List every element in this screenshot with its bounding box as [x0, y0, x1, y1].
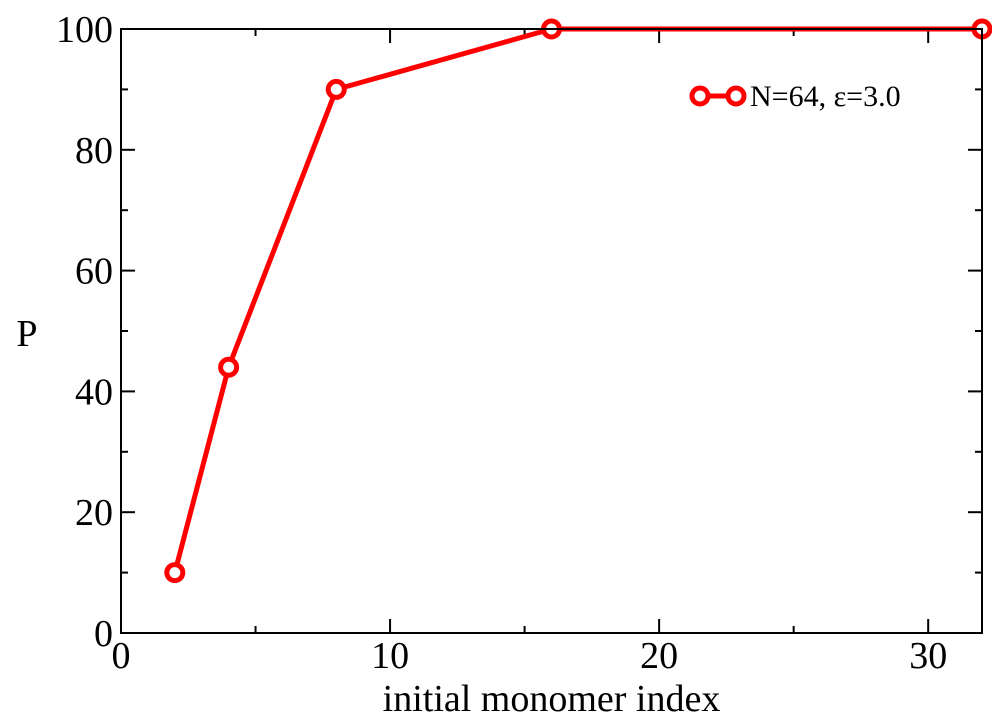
x-tick-label: 0 — [112, 635, 131, 677]
legend: N=64, ε=3.0 — [689, 80, 901, 113]
legend-marker — [725, 85, 747, 107]
tick-labels: 0 10 20 30 0 20 40 60 80 100 — [56, 9, 947, 677]
y-axis-label: P — [16, 313, 37, 355]
axis-ticks — [120, 28, 982, 634]
x-tick-label: 30 — [909, 635, 947, 677]
y-tick-label: 40 — [75, 371, 113, 413]
x-axis-label: initial monomer index — [383, 678, 721, 719]
plot-frame — [120, 28, 983, 634]
data-point — [325, 78, 347, 100]
x-tick-label: 20 — [640, 635, 678, 677]
y-tick-label: 80 — [75, 130, 113, 172]
data-point — [218, 356, 240, 378]
y-tick-label: 20 — [75, 492, 113, 534]
x-tick-label: 10 — [371, 635, 409, 677]
data-point — [164, 562, 186, 584]
y-tick-label: 0 — [94, 613, 113, 655]
legend-marker — [689, 85, 711, 107]
y-tick-label: 60 — [75, 251, 113, 293]
legend-label: N=64, ε=3.0 — [750, 80, 901, 113]
y-tick-label: 100 — [56, 9, 113, 51]
